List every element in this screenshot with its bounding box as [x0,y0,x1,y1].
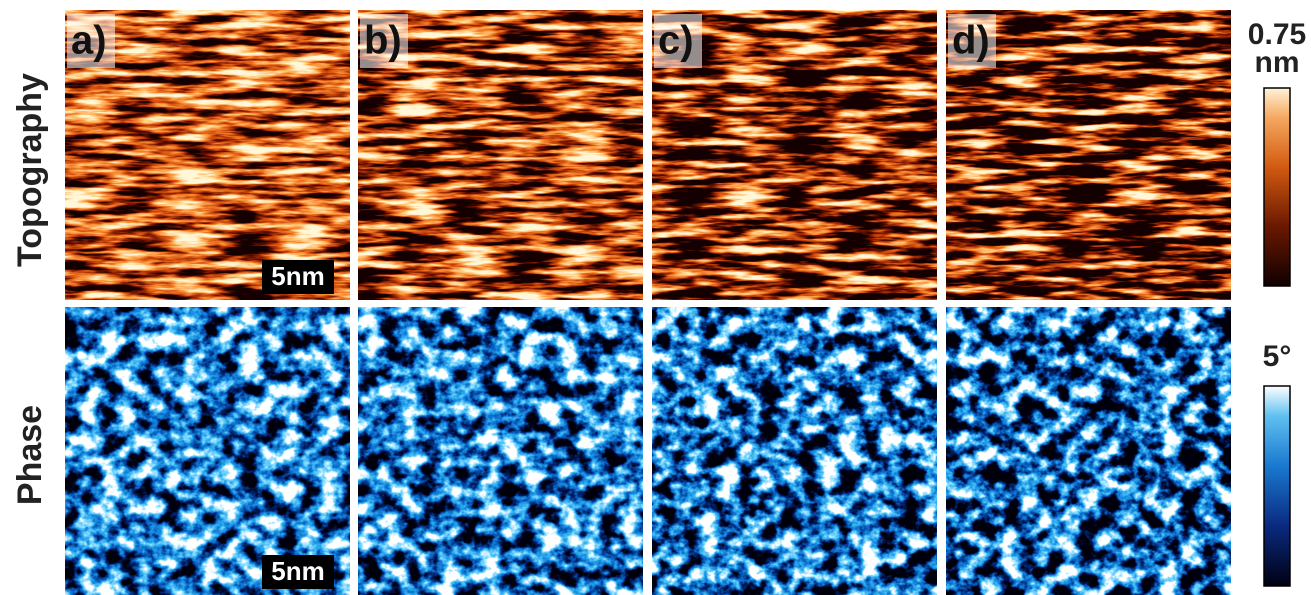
panel-label-bg [360,14,408,68]
panels: a) b) c) d) 5nm 5nm [65,10,1231,595]
panel-label: a) [71,19,107,63]
scale-bar-bg [262,260,334,294]
row-label: Topography [11,73,49,267]
panel-label: d) [952,19,990,63]
panel-label-bg [654,14,702,68]
panel-label-bg [67,14,115,68]
colorbar [1263,87,1291,287]
afm-image [652,307,937,595]
panel-label: c) [658,19,694,63]
colorbar [1263,385,1291,587]
panel-label-bg [948,14,996,68]
colorbar-max-label: 0.75 [1248,18,1306,51]
afm-image [358,307,643,595]
scale-bar-label: 5nm [271,261,324,291]
scale-bar-bg [262,555,334,589]
colorbar-max-label: 5° [1263,340,1292,373]
row-label: Phase [11,405,49,505]
scale-bar-label: 5nm [271,556,324,586]
colorbar-unit: nm [1255,46,1300,79]
afm-image [65,307,350,595]
panel-label: b) [364,19,402,63]
afm-image [946,307,1231,595]
